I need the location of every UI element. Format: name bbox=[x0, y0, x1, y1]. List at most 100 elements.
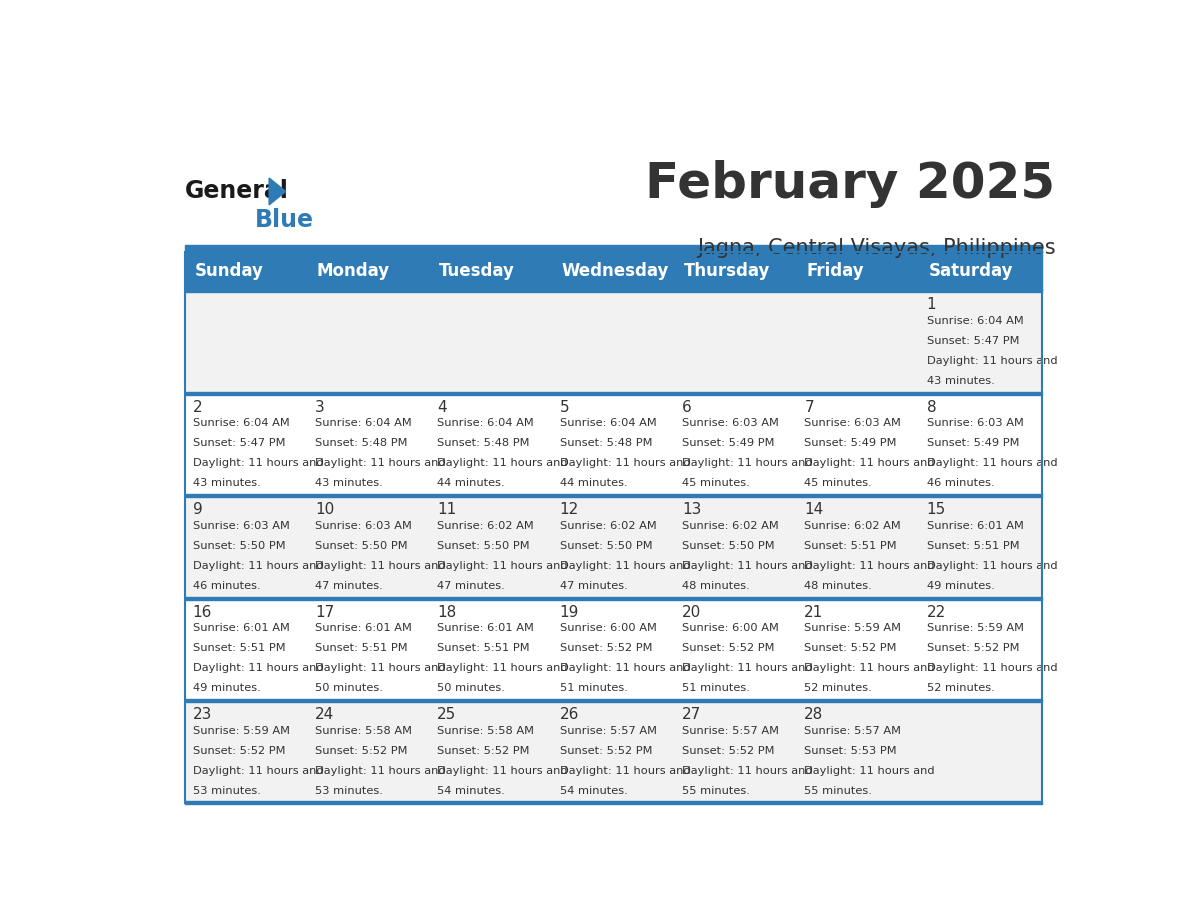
Text: Sunrise: 6:03 AM: Sunrise: 6:03 AM bbox=[682, 419, 779, 429]
Bar bbox=[675, 598, 797, 700]
Text: Blue: Blue bbox=[254, 207, 314, 231]
Text: Daylight: 11 hours and: Daylight: 11 hours and bbox=[437, 458, 568, 468]
Bar bbox=[308, 252, 430, 290]
Text: 53 minutes.: 53 minutes. bbox=[315, 786, 383, 796]
Text: 6: 6 bbox=[682, 400, 691, 415]
Bar bbox=[430, 290, 552, 393]
Text: 3: 3 bbox=[315, 400, 324, 415]
Text: Daylight: 11 hours and: Daylight: 11 hours and bbox=[315, 664, 446, 673]
Text: 45 minutes.: 45 minutes. bbox=[682, 478, 750, 488]
Text: 1: 1 bbox=[927, 297, 936, 312]
Text: 55 minutes.: 55 minutes. bbox=[682, 786, 750, 796]
Text: Sunrise: 5:59 AM: Sunrise: 5:59 AM bbox=[927, 623, 1024, 633]
Text: Sunrise: 6:02 AM: Sunrise: 6:02 AM bbox=[804, 521, 901, 531]
Text: 10: 10 bbox=[315, 502, 334, 518]
Text: 43 minutes.: 43 minutes. bbox=[315, 478, 383, 488]
Text: Daylight: 11 hours and: Daylight: 11 hours and bbox=[804, 561, 935, 571]
Bar bbox=[675, 700, 797, 803]
Bar bbox=[675, 496, 797, 598]
Text: Sunrise: 6:00 AM: Sunrise: 6:00 AM bbox=[560, 623, 657, 633]
Text: 17: 17 bbox=[315, 605, 334, 620]
Bar bbox=[552, 598, 675, 700]
Text: Sunrise: 6:03 AM: Sunrise: 6:03 AM bbox=[804, 419, 902, 429]
Text: Sunday: Sunday bbox=[195, 262, 264, 280]
Text: Daylight: 11 hours and: Daylight: 11 hours and bbox=[682, 664, 813, 673]
Text: Jagna, Central Visayas, Philippines: Jagna, Central Visayas, Philippines bbox=[697, 238, 1055, 258]
Text: Sunset: 5:50 PM: Sunset: 5:50 PM bbox=[437, 541, 530, 551]
Bar bbox=[797, 252, 920, 290]
Text: Daylight: 11 hours and: Daylight: 11 hours and bbox=[560, 561, 690, 571]
Text: 51 minutes.: 51 minutes. bbox=[560, 683, 627, 693]
Text: Sunset: 5:52 PM: Sunset: 5:52 PM bbox=[560, 644, 652, 654]
Text: Daylight: 11 hours and: Daylight: 11 hours and bbox=[560, 664, 690, 673]
Text: Sunrise: 6:01 AM: Sunrise: 6:01 AM bbox=[437, 623, 535, 633]
Text: 2: 2 bbox=[192, 400, 202, 415]
Bar bbox=[308, 700, 430, 803]
Text: Sunrise: 6:02 AM: Sunrise: 6:02 AM bbox=[437, 521, 535, 531]
Bar bbox=[675, 393, 797, 496]
Bar bbox=[797, 393, 920, 496]
Text: 54 minutes.: 54 minutes. bbox=[560, 786, 627, 796]
Text: Sunset: 5:48 PM: Sunset: 5:48 PM bbox=[560, 438, 652, 448]
Text: Sunset: 5:51 PM: Sunset: 5:51 PM bbox=[437, 644, 530, 654]
Text: February 2025: February 2025 bbox=[645, 161, 1055, 208]
Bar bbox=[797, 290, 920, 393]
Text: 24: 24 bbox=[315, 708, 334, 722]
Text: Sunrise: 5:59 AM: Sunrise: 5:59 AM bbox=[192, 726, 290, 736]
Bar bbox=[920, 393, 1042, 496]
Text: 43 minutes.: 43 minutes. bbox=[192, 478, 260, 488]
Text: Wednesday: Wednesday bbox=[562, 262, 669, 280]
Bar bbox=[185, 252, 308, 290]
Text: Sunrise: 6:04 AM: Sunrise: 6:04 AM bbox=[315, 419, 412, 429]
Bar bbox=[552, 393, 675, 496]
Bar bbox=[308, 496, 430, 598]
Text: 27: 27 bbox=[682, 708, 701, 722]
Text: Sunrise: 6:03 AM: Sunrise: 6:03 AM bbox=[927, 419, 1024, 429]
Text: 4: 4 bbox=[437, 400, 447, 415]
Text: Sunrise: 5:57 AM: Sunrise: 5:57 AM bbox=[804, 726, 902, 736]
Text: 16: 16 bbox=[192, 605, 213, 620]
Text: Daylight: 11 hours and: Daylight: 11 hours and bbox=[560, 766, 690, 776]
Text: Sunrise: 6:03 AM: Sunrise: 6:03 AM bbox=[192, 521, 290, 531]
Text: Daylight: 11 hours and: Daylight: 11 hours and bbox=[437, 766, 568, 776]
Bar bbox=[675, 290, 797, 393]
Bar bbox=[185, 392, 1042, 395]
Bar bbox=[920, 700, 1042, 803]
Text: Sunset: 5:49 PM: Sunset: 5:49 PM bbox=[682, 438, 775, 448]
Text: Sunset: 5:48 PM: Sunset: 5:48 PM bbox=[315, 438, 407, 448]
Text: Daylight: 11 hours and: Daylight: 11 hours and bbox=[927, 356, 1057, 366]
Text: General: General bbox=[185, 179, 289, 204]
Text: 25: 25 bbox=[437, 708, 456, 722]
Bar bbox=[185, 801, 1042, 804]
Text: 46 minutes.: 46 minutes. bbox=[927, 478, 994, 488]
Text: Daylight: 11 hours and: Daylight: 11 hours and bbox=[682, 766, 813, 776]
Text: Sunset: 5:47 PM: Sunset: 5:47 PM bbox=[927, 336, 1019, 346]
Text: Monday: Monday bbox=[317, 262, 390, 280]
Bar bbox=[308, 290, 430, 393]
Text: 46 minutes.: 46 minutes. bbox=[192, 581, 260, 591]
Bar bbox=[185, 700, 1042, 702]
Text: Daylight: 11 hours and: Daylight: 11 hours and bbox=[927, 664, 1057, 673]
Bar bbox=[430, 598, 552, 700]
Bar bbox=[185, 252, 1042, 803]
Text: 22: 22 bbox=[927, 605, 946, 620]
Text: Sunset: 5:52 PM: Sunset: 5:52 PM bbox=[682, 745, 775, 756]
Text: Sunrise: 6:04 AM: Sunrise: 6:04 AM bbox=[437, 419, 535, 429]
Text: Sunrise: 6:01 AM: Sunrise: 6:01 AM bbox=[927, 521, 1024, 531]
Bar bbox=[552, 290, 675, 393]
Text: 55 minutes.: 55 minutes. bbox=[804, 786, 872, 796]
Bar bbox=[185, 700, 308, 803]
Text: 47 minutes.: 47 minutes. bbox=[437, 581, 505, 591]
Text: 48 minutes.: 48 minutes. bbox=[682, 581, 750, 591]
Bar bbox=[675, 252, 797, 290]
Text: Daylight: 11 hours and: Daylight: 11 hours and bbox=[315, 766, 446, 776]
Text: Daylight: 11 hours and: Daylight: 11 hours and bbox=[682, 561, 813, 571]
Text: 7: 7 bbox=[804, 400, 814, 415]
Text: Sunrise: 6:00 AM: Sunrise: 6:00 AM bbox=[682, 623, 779, 633]
Text: 14: 14 bbox=[804, 502, 823, 518]
Bar bbox=[185, 496, 308, 598]
Text: Daylight: 11 hours and: Daylight: 11 hours and bbox=[192, 458, 323, 468]
Text: Daylight: 11 hours and: Daylight: 11 hours and bbox=[437, 561, 568, 571]
Text: 47 minutes.: 47 minutes. bbox=[315, 581, 383, 591]
Text: Sunset: 5:50 PM: Sunset: 5:50 PM bbox=[560, 541, 652, 551]
